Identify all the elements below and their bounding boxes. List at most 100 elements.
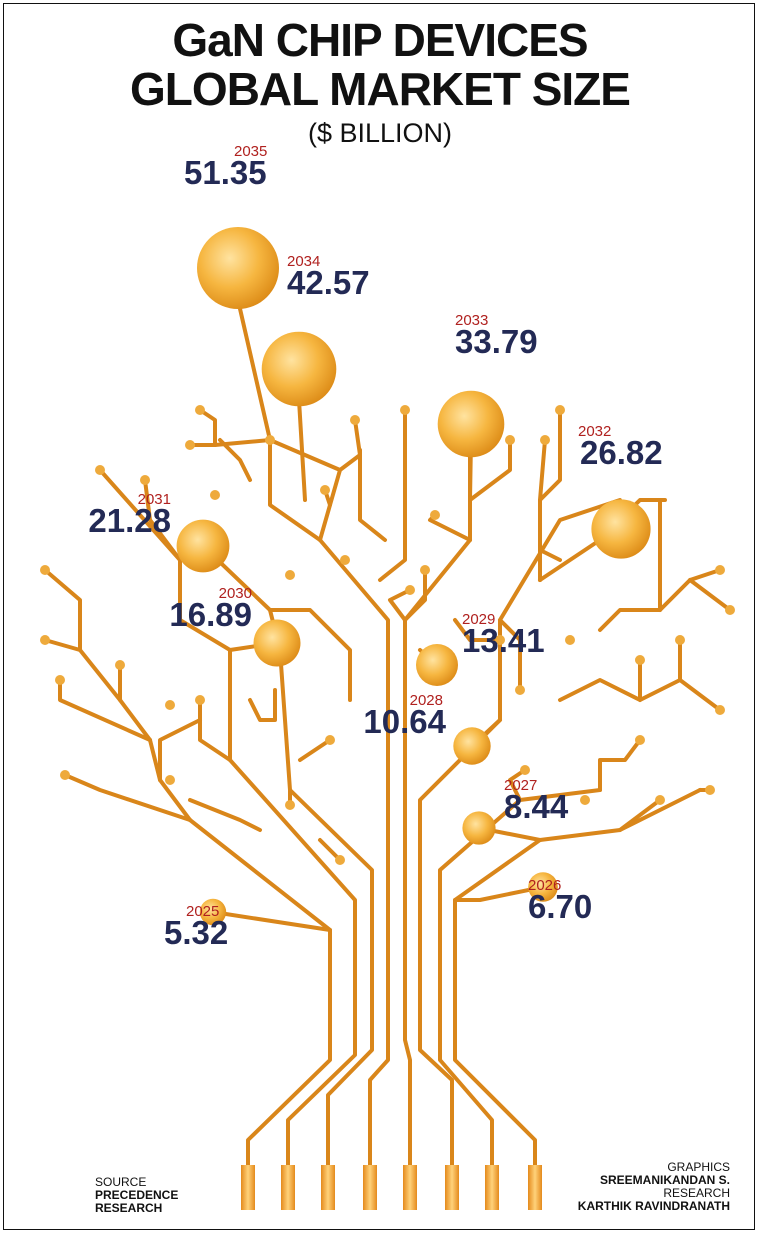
year-label-2025: 2025: [186, 903, 219, 920]
value-label-2035: 51.35: [184, 154, 267, 191]
branch-dot-4: [95, 465, 105, 475]
bubble-2031: [176, 519, 230, 573]
bubble-2028: [453, 727, 491, 765]
branch-dot-29: [715, 565, 725, 575]
chip-pin-1: [281, 1165, 295, 1210]
branch-53: [618, 798, 662, 832]
branch-dot-8: [195, 405, 205, 415]
year-label-2033: 2033: [455, 312, 488, 329]
year-label-2034: 2034: [287, 253, 320, 270]
chart-frame: [3, 3, 755, 1230]
year-label-2029: 2029: [462, 611, 495, 628]
branch-dot-37: [340, 555, 350, 565]
branch-47: [658, 578, 732, 612]
branch-dot-24: [515, 685, 525, 695]
branch-dot-9: [185, 440, 195, 450]
branch-29: [298, 738, 332, 762]
branch-56: [453, 885, 545, 902]
year-label-2028: 2028: [410, 692, 443, 709]
bubble-2029: [416, 644, 458, 686]
branch-55: [508, 768, 527, 802]
bubble-2035: [197, 227, 279, 309]
branch-3: [268, 438, 390, 1167]
branch-2: [278, 648, 374, 1167]
branch-32: [188, 798, 262, 832]
branch-dot-27: [675, 635, 685, 645]
chip-pin-0: [241, 1165, 255, 1210]
branch-dot-14: [325, 735, 335, 745]
branch-dot-34: [635, 735, 645, 745]
branch-12: [43, 568, 122, 702]
branch-dot-36: [285, 570, 295, 580]
title-line-1: GaN CHIP DEVICES: [172, 14, 588, 66]
value-label-2026: 6.70: [528, 888, 592, 925]
chip-pin-2: [321, 1165, 335, 1210]
branch-45: [538, 438, 547, 502]
branch-dot-0: [55, 675, 65, 685]
bubble-2030: [253, 619, 301, 667]
branch-44: [538, 548, 562, 582]
branch-28: [248, 688, 277, 722]
branch-15: [158, 718, 202, 782]
branch-dot-15: [350, 415, 360, 425]
branch-dot-31: [655, 795, 665, 805]
graphics-credit: GRAPHICS SREEMANIKANDAN S. RESEARCH KART…: [578, 1161, 730, 1213]
branch-17: [98, 468, 182, 562]
bubble-2025: [199, 898, 227, 926]
value-label-2029: 13.41: [462, 622, 545, 659]
branch-14: [63, 773, 192, 822]
branch-20: [268, 608, 352, 702]
branch-0: [188, 818, 332, 1167]
year-label-2027: 2027: [504, 777, 537, 794]
branch-dot-19: [420, 565, 430, 575]
bubble-2034: [261, 331, 337, 407]
branch-27: [218, 438, 252, 482]
branch-48: [688, 568, 722, 582]
branch-6: [438, 788, 602, 1167]
bubble-2027: [462, 811, 496, 845]
branch-8: [211, 910, 332, 932]
branch-dot-25: [495, 635, 505, 645]
branch-dot-30: [725, 605, 735, 615]
chip-pin-6: [485, 1165, 499, 1210]
branch-39: [498, 618, 522, 692]
branch-dot-16: [320, 485, 330, 495]
value-label-2032: 26.82: [580, 434, 663, 471]
branch-dot-26: [635, 655, 645, 665]
source-label: SOURCE: [95, 1175, 147, 1189]
source-name-line-2: RESEARCH: [95, 1201, 163, 1215]
research-label: RESEARCH: [663, 1186, 730, 1200]
branch-1: [228, 648, 357, 1167]
branch-dot-10: [165, 700, 175, 710]
branch-dot-32: [705, 785, 715, 795]
value-label-2033: 33.79: [455, 323, 538, 360]
chip-pin-3: [363, 1165, 377, 1210]
branch-58: [453, 618, 502, 642]
branch-4: [403, 448, 472, 1167]
chip-pin-4: [403, 1165, 417, 1210]
branch-11: [58, 678, 152, 742]
value-label-2031: 21.28: [88, 502, 171, 539]
branch-dot-17: [265, 435, 275, 445]
branch-dot-12: [285, 800, 295, 810]
branch-22: [328, 418, 362, 507]
branch-end-dots: [40, 405, 735, 865]
branch-dot-28: [715, 705, 725, 715]
branch-26: [297, 398, 307, 502]
branch-51: [678, 678, 722, 712]
bubble-series: [176, 227, 651, 926]
value-label-2025: 5.32: [164, 914, 228, 951]
year-label-2035: 2035: [234, 143, 267, 160]
branch-60: [358, 448, 387, 542]
chart-title: GaN CHIP DEVICES GLOBAL MARKET SIZE: [0, 16, 760, 114]
tree-branches: [43, 298, 732, 1167]
branch-dot-13: [335, 855, 345, 865]
branch-dot-3: [60, 770, 70, 780]
branch-34: [403, 568, 427, 622]
branch-dot-7: [195, 695, 205, 705]
chart-subtitle: ($ BILLION): [307, 118, 453, 148]
branch-9: [198, 698, 232, 762]
research-name: KARTHIK RAVINDRANATH: [577, 1199, 730, 1213]
source-name-line-1: PRECEDENCE: [95, 1188, 179, 1202]
branch-10: [118, 663, 192, 822]
